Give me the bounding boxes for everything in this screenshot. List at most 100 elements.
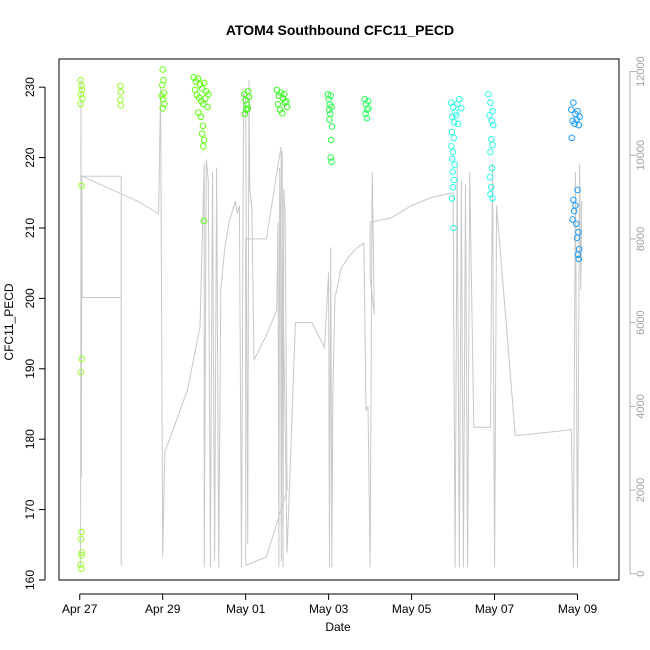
y-tick-label: 170 bbox=[23, 499, 37, 519]
data-point bbox=[243, 101, 251, 109]
y2-tick-label: 6000 bbox=[635, 310, 647, 334]
data-point bbox=[570, 99, 577, 106]
data-point bbox=[274, 100, 282, 108]
data-point bbox=[328, 123, 336, 130]
x-tick-label: May 01 bbox=[226, 602, 266, 616]
data-point bbox=[78, 552, 85, 559]
data-point bbox=[198, 130, 206, 137]
y2-tick-label: 10000 bbox=[635, 140, 647, 171]
data-point bbox=[574, 251, 582, 259]
data-point bbox=[117, 88, 125, 96]
plot-area: 160 170 180 190 200 210 220 230 0 2000 4000 6000 800… bbox=[23, 56, 647, 616]
data-point bbox=[489, 195, 496, 202]
data-point bbox=[158, 81, 166, 89]
data-point bbox=[77, 90, 85, 98]
x-tick-label: May 07 bbox=[475, 602, 515, 616]
data-point bbox=[200, 79, 208, 87]
x-axis-label: Date bbox=[325, 620, 351, 634]
data-point bbox=[569, 216, 576, 223]
data-point bbox=[78, 355, 86, 363]
data-point bbox=[245, 93, 253, 101]
data-point bbox=[362, 110, 369, 118]
y-tick-label: 180 bbox=[23, 429, 37, 449]
data-point bbox=[448, 143, 455, 150]
data-point bbox=[490, 121, 497, 129]
data-point bbox=[117, 96, 124, 104]
data-point bbox=[161, 100, 168, 108]
data-point bbox=[488, 164, 496, 172]
data-point bbox=[448, 195, 456, 202]
data-point bbox=[276, 106, 284, 113]
data-point bbox=[244, 104, 252, 112]
data-point bbox=[485, 90, 492, 98]
data-point bbox=[77, 561, 84, 568]
data-point bbox=[78, 565, 85, 573]
data-point bbox=[78, 549, 86, 556]
data-point bbox=[78, 182, 85, 190]
y2-tick-label: 2000 bbox=[635, 478, 647, 502]
data-point bbox=[453, 112, 460, 119]
data-point bbox=[200, 217, 208, 225]
data-point bbox=[244, 88, 252, 95]
data-point bbox=[570, 207, 578, 215]
y2-tick-label: 12000 bbox=[635, 56, 647, 87]
data-point bbox=[575, 255, 583, 263]
data-point bbox=[280, 90, 288, 98]
data-point bbox=[241, 110, 249, 118]
chart-title: ATOM4 Southbound CFC11_PECD bbox=[226, 22, 454, 38]
y-tick-label: 220 bbox=[23, 147, 37, 167]
data-point bbox=[449, 148, 457, 156]
y-tick-label: 230 bbox=[23, 77, 37, 97]
data-point bbox=[568, 134, 576, 142]
x-tick-label: May 09 bbox=[558, 602, 598, 616]
data-point bbox=[194, 75, 202, 83]
data-point bbox=[77, 100, 84, 108]
data-point bbox=[195, 94, 203, 102]
data-point bbox=[451, 161, 459, 168]
data-point bbox=[328, 158, 335, 166]
data-point bbox=[277, 89, 285, 97]
data-point bbox=[327, 154, 335, 161]
data-point bbox=[455, 95, 463, 103]
data-point bbox=[448, 113, 456, 121]
data-point bbox=[448, 128, 456, 136]
data-point bbox=[487, 148, 494, 156]
y-axis-label: CFC11_PECD bbox=[2, 283, 16, 360]
data-point bbox=[449, 168, 456, 175]
plot-frame bbox=[58, 58, 620, 581]
data-point bbox=[489, 141, 496, 149]
data-point bbox=[487, 183, 495, 191]
data-point bbox=[78, 528, 85, 536]
data-point bbox=[487, 99, 494, 106]
data-point bbox=[573, 116, 580, 123]
data-point bbox=[77, 369, 85, 376]
data-point bbox=[283, 97, 290, 105]
y-tick-label: 160 bbox=[23, 570, 37, 590]
data-point bbox=[78, 82, 85, 90]
data-point bbox=[204, 103, 211, 111]
data-point bbox=[570, 196, 577, 204]
data-point bbox=[486, 112, 493, 119]
data-point bbox=[458, 104, 465, 112]
data-point bbox=[454, 120, 462, 128]
data-point bbox=[364, 97, 372, 105]
data-point bbox=[450, 176, 458, 184]
x-tick-label: May 05 bbox=[392, 602, 432, 616]
data-point bbox=[574, 186, 581, 194]
x-tick-label: Apr 29 bbox=[145, 602, 181, 616]
data-point bbox=[77, 535, 85, 543]
data-point bbox=[574, 107, 581, 115]
data-point bbox=[448, 155, 456, 163]
data-point bbox=[197, 113, 205, 121]
data-point bbox=[575, 121, 583, 129]
data-point bbox=[450, 134, 458, 142]
data-point bbox=[573, 234, 581, 242]
data-point bbox=[78, 86, 86, 94]
x-tick-label: May 03 bbox=[309, 602, 349, 616]
data-point bbox=[486, 173, 494, 181]
data-point bbox=[365, 104, 372, 112]
data-point bbox=[159, 104, 167, 112]
data-point bbox=[326, 116, 333, 123]
y-tick-label: 190 bbox=[23, 358, 37, 378]
data-point bbox=[278, 109, 286, 117]
